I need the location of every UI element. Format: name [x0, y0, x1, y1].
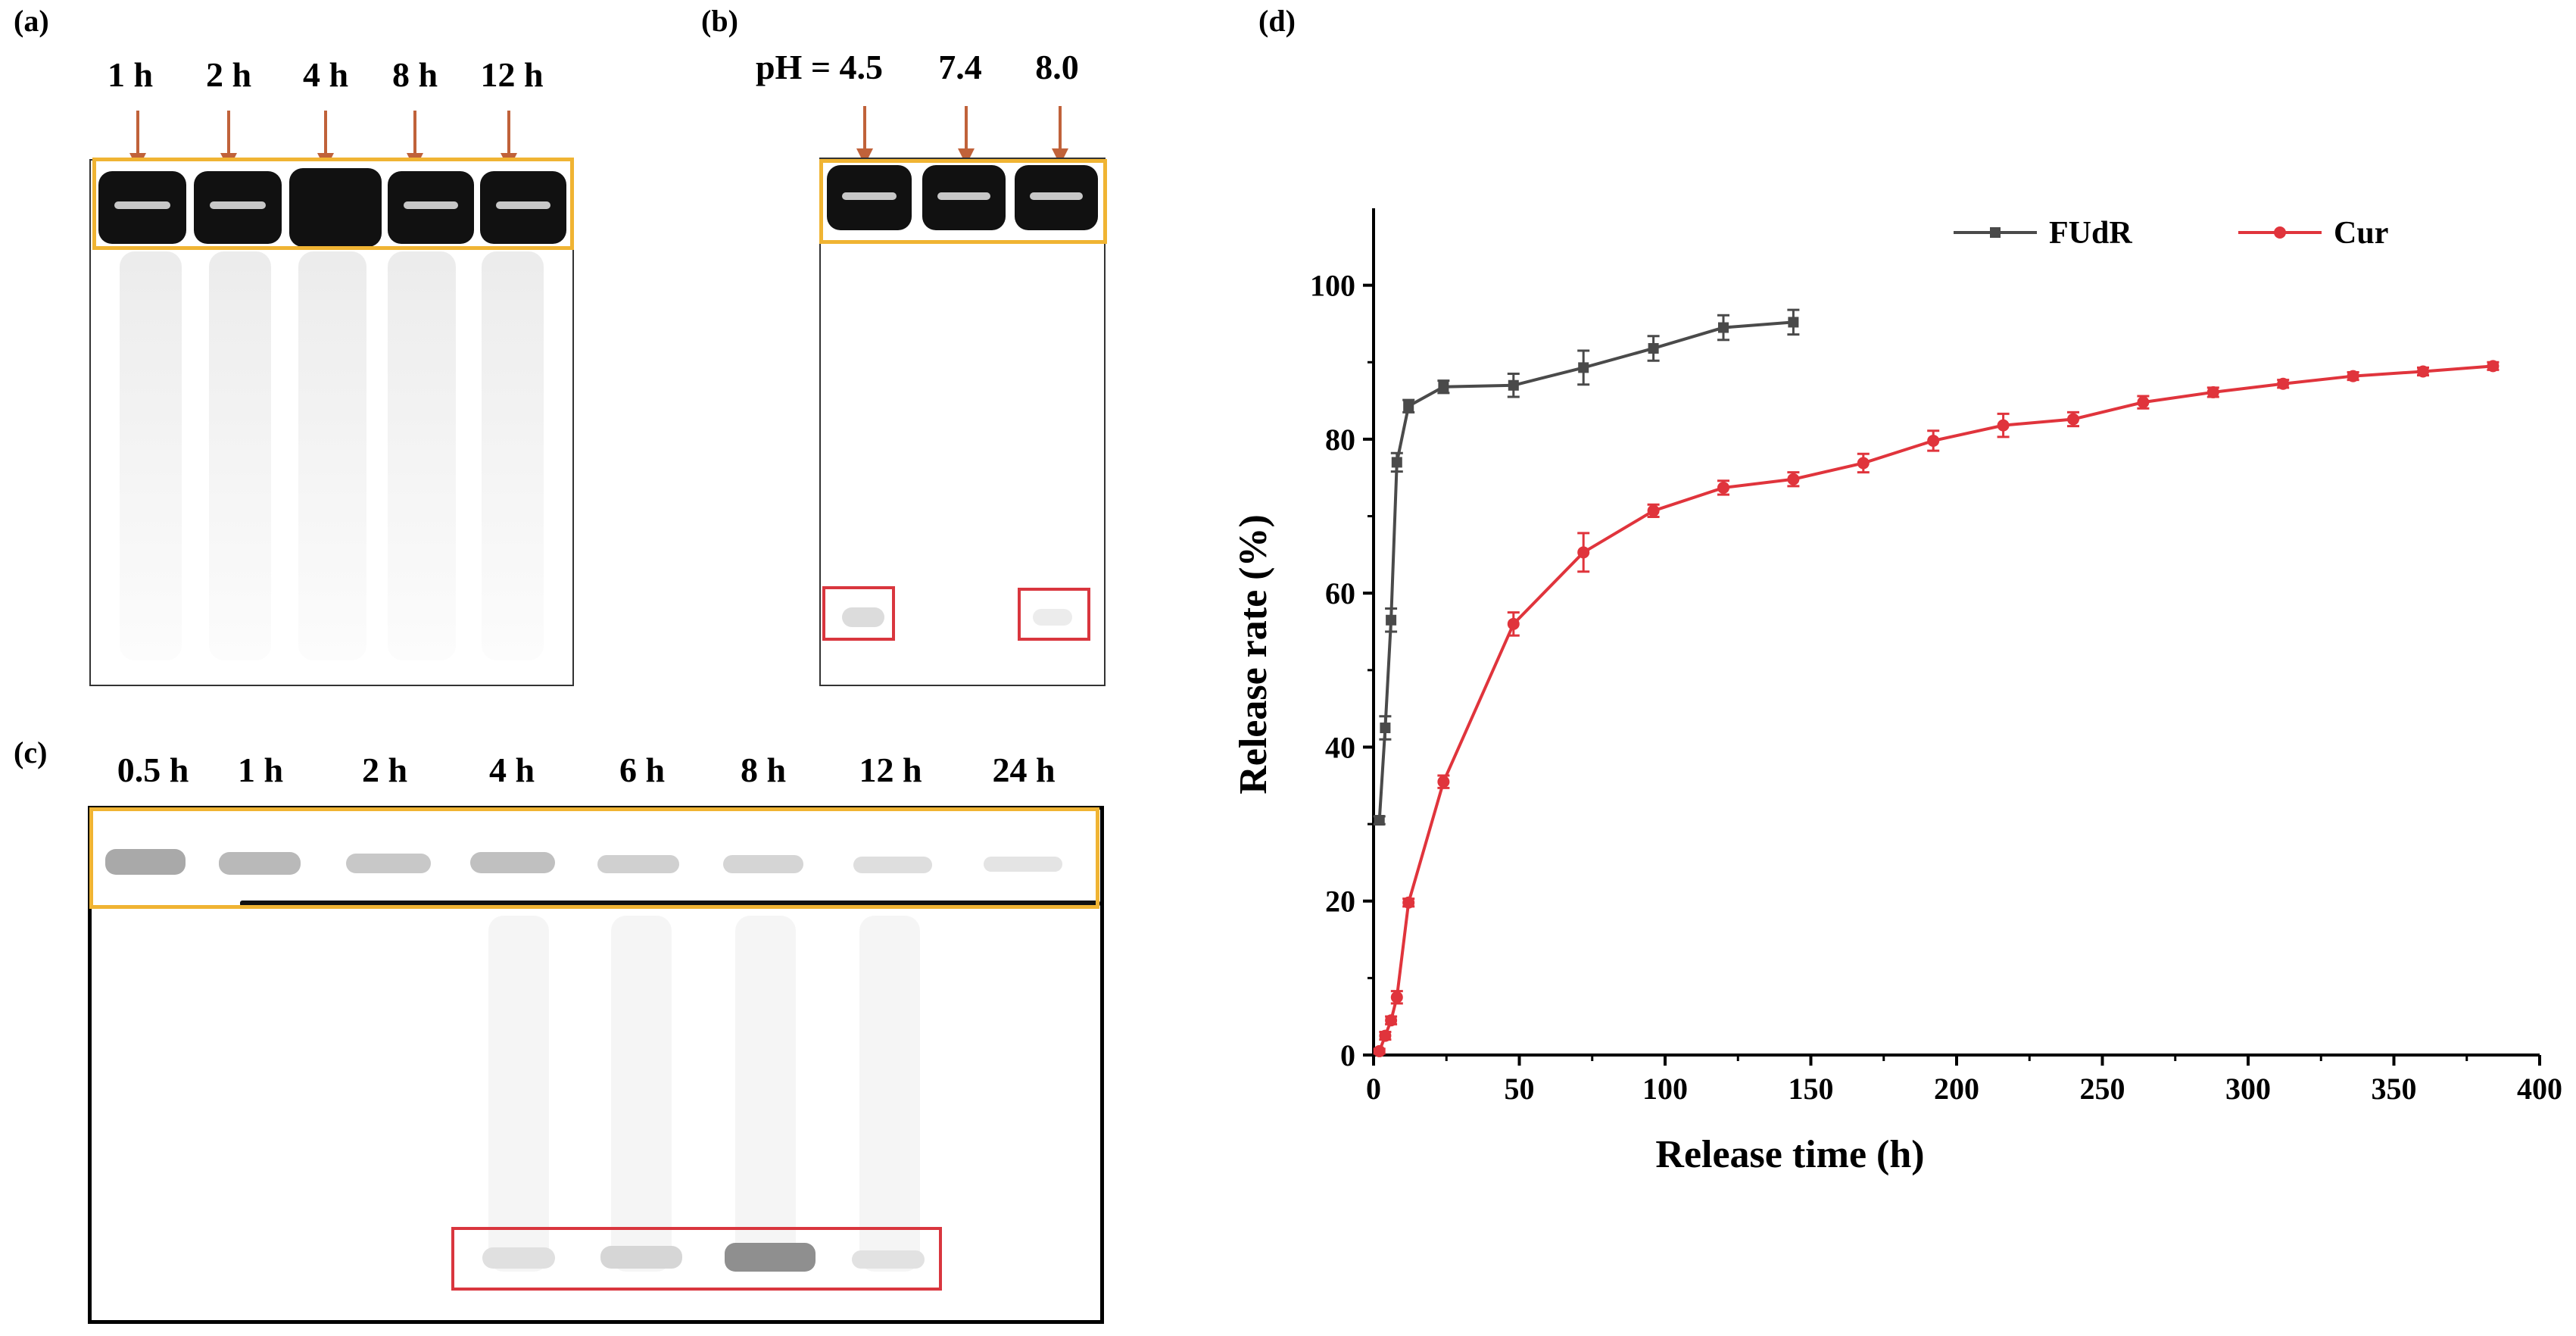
x-tick-label: 200	[1934, 1072, 1979, 1106]
data-point-fudr	[1403, 401, 1414, 412]
data-point-cur	[2417, 365, 2429, 378]
panel-c-lane-label: 1 h	[237, 751, 284, 789]
red-highlight-box	[451, 1227, 942, 1291]
panel-b-lane-label: 7.4	[938, 48, 982, 86]
panel-c-label: (c)	[14, 735, 48, 769]
data-point-cur	[1717, 481, 1729, 494]
data-point-cur	[2137, 396, 2150, 409]
x-tick-label: 300	[2225, 1072, 2271, 1106]
yellow-highlight-box	[89, 807, 1099, 909]
red-highlight-box	[1018, 588, 1090, 641]
data-point-cur	[1373, 1044, 1386, 1057]
data-point-fudr	[1508, 379, 1519, 391]
panel-c-lane-label: 2 h	[361, 751, 408, 789]
gel-image-b	[819, 158, 1106, 686]
y-tick-label: 100	[1310, 269, 1355, 303]
yellow-highlight-box	[819, 159, 1107, 244]
y-tick-label: 20	[1325, 885, 1355, 919]
data-point-fudr	[1718, 322, 1729, 333]
panel-b-lane-label: 8.0	[1035, 48, 1079, 86]
x-tick-label: 400	[2517, 1072, 2562, 1106]
panel-a-lane-label: 2 h	[205, 55, 252, 94]
panel-a-lane-label: 12 h	[480, 55, 544, 94]
panel-c-lane-label: 0.5 h	[117, 751, 189, 789]
data-point-fudr	[1391, 457, 1402, 468]
panel-d-label: (d)	[1258, 4, 1296, 38]
data-point-cur	[1390, 991, 1403, 1004]
x-tick-label: 100	[1642, 1072, 1688, 1106]
data-point-fudr	[1788, 317, 1799, 328]
data-point-cur	[1997, 419, 2010, 432]
data-point-cur	[1379, 1029, 1392, 1042]
panel-c-lane-label: 8 h	[740, 751, 787, 789]
y-tick-label: 0	[1340, 1038, 1355, 1072]
data-point-cur	[1385, 1014, 1398, 1027]
data-point-cur	[1402, 896, 1415, 909]
x-tick-label: 350	[2372, 1072, 2417, 1106]
data-point-fudr	[1578, 362, 1589, 373]
data-point-fudr	[1374, 815, 1385, 826]
x-tick-label: 150	[1789, 1072, 1834, 1106]
data-point-cur	[2347, 370, 2359, 382]
data-point-cur	[2067, 413, 2079, 426]
data-point-cur	[1437, 776, 1450, 788]
data-point-cur	[1927, 434, 1940, 447]
legend-label: Cur	[2334, 216, 2388, 251]
data-point-cur	[2487, 360, 2500, 373]
panel-c-lane-label: 12 h	[859, 751, 922, 789]
data-point-cur	[1507, 617, 1520, 630]
x-tick-label: 50	[1505, 1072, 1535, 1106]
red-highlight-box	[822, 586, 895, 641]
y-tick-label: 80	[1325, 423, 1355, 457]
data-point-cur	[2206, 386, 2219, 398]
panel-a-label: (a)	[14, 4, 49, 38]
data-point-cur	[2277, 377, 2290, 390]
x-axis-label: Release time (h)	[1655, 1133, 1924, 1176]
data-point-fudr	[1386, 614, 1397, 626]
panel-b-label: (b)	[701, 4, 738, 38]
panel-c-lane-label: 24 h	[992, 751, 1056, 789]
data-point-fudr	[1648, 342, 1659, 354]
series-line-cur	[1377, 364, 2493, 1052]
y-axis-label: Release rate (%)	[1232, 514, 1275, 794]
data-point-cur	[1647, 504, 1660, 517]
x-tick-label: 250	[2080, 1072, 2125, 1106]
data-point-cur	[1787, 473, 1800, 485]
y-tick-label: 60	[1325, 576, 1355, 610]
panel-b-lane-label: pH = 4.5	[755, 48, 884, 86]
legend-marker	[2274, 226, 2286, 239]
legend-label: FUdR	[2049, 216, 2132, 251]
panel-a-lane-label: 8 h	[391, 55, 438, 94]
panel-a-lane-label: 4 h	[302, 55, 349, 94]
y-tick-label: 40	[1325, 730, 1355, 764]
yellow-highlight-box	[92, 158, 574, 250]
panel-a-lane-label: 1 h	[107, 55, 154, 94]
data-point-fudr	[1380, 723, 1391, 734]
panel-c-lane-label: 6 h	[619, 751, 666, 789]
legend-marker	[1990, 227, 2001, 238]
data-point-cur	[1857, 457, 1870, 470]
x-tick-label: 0	[1366, 1072, 1381, 1106]
panel-c-lane-label: 4 h	[488, 751, 535, 789]
gel-image-c	[88, 806, 1104, 1324]
data-point-cur	[1577, 546, 1590, 559]
data-point-fudr	[1438, 381, 1449, 392]
